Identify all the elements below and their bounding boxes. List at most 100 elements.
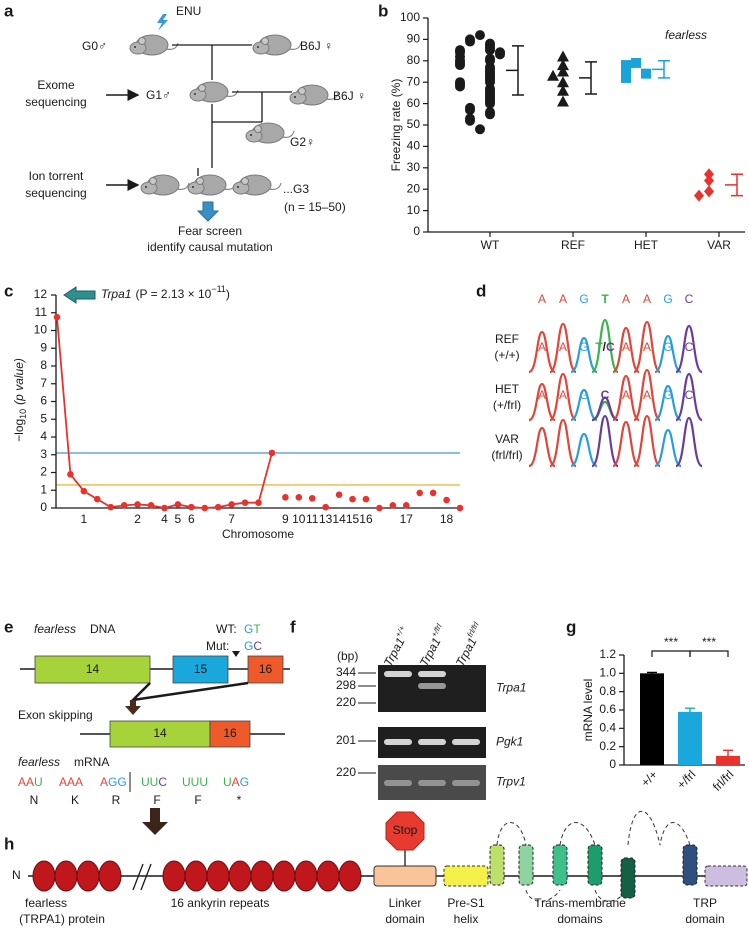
- exon: [209, 720, 251, 748]
- annotation-gene: Trpa1: [101, 287, 131, 301]
- data-point: [282, 494, 289, 501]
- error-bar: [647, 671, 657, 675]
- genotype: +/frl: [430, 622, 444, 638]
- y-axis-title: −log10 (p value): [12, 358, 28, 442]
- dot: [621, 66, 631, 77]
- dot: [475, 30, 485, 41]
- allele-seq: GC: [244, 639, 262, 653]
- y-tick-label: 80: [407, 53, 421, 67]
- lane-header: Trpa1+/+: [379, 624, 413, 669]
- codon: UUU: [182, 775, 208, 789]
- annotation: Trpa1 (P = 2.13 × 10−11): [101, 284, 230, 301]
- base-letter: U: [199, 775, 208, 789]
- base-letter: A: [643, 292, 651, 306]
- dot: [704, 185, 714, 198]
- exon-label: 14: [86, 662, 100, 676]
- base-call: A: [559, 388, 567, 402]
- protein-label: (TRPA1) protein: [19, 912, 105, 926]
- bar: [678, 711, 702, 765]
- data-point: [67, 470, 74, 478]
- y-tick-label: 5: [40, 411, 47, 425]
- y-tick-label: 0: [609, 757, 616, 771]
- trace-peak: [549, 418, 577, 468]
- dot: [465, 36, 475, 47]
- marker-size: 201: [336, 733, 356, 747]
- data-line: [56, 317, 273, 509]
- base-call: A: [643, 292, 651, 306]
- significance-bracket: [651, 650, 691, 657]
- y-tick-label: 1.2: [599, 647, 616, 661]
- gel-band: [418, 671, 446, 677]
- y-title-part: −log: [12, 419, 26, 442]
- dot: [557, 95, 569, 107]
- strain-label: B6J ♀: [300, 39, 333, 53]
- y-tick-label: 9: [40, 340, 47, 354]
- y-tick-label: 0: [40, 500, 47, 514]
- mouse-eye: [294, 96, 296, 98]
- y-tick-label: 4: [40, 429, 47, 443]
- domain-label: 16 ankyrin repeats: [171, 896, 270, 910]
- ankyrin-repeat: [228, 860, 252, 892]
- base-call: A: [622, 340, 630, 354]
- panel-label: g: [566, 617, 576, 636]
- y-tick-label: 12: [34, 287, 48, 301]
- dot: [557, 76, 569, 88]
- base-letter: U: [150, 775, 159, 789]
- y-tick-label: 40: [407, 139, 421, 153]
- data-point: [120, 502, 128, 509]
- trp-domain: [704, 865, 748, 887]
- generation-label: ...G3: [283, 182, 309, 196]
- error-bar: [506, 45, 524, 96]
- base-letter: U: [223, 775, 232, 789]
- terminus-label: N: [12, 868, 21, 882]
- trace-peak: [612, 420, 640, 468]
- data-point: [147, 502, 155, 509]
- ankyrin-repeat: [54, 860, 78, 892]
- row-label: HET: [495, 382, 520, 396]
- data-point: [268, 449, 276, 457]
- x-tick-label: 15: [346, 512, 360, 526]
- stop-label: Stop: [393, 823, 418, 837]
- y-tick-label: 7: [40, 376, 47, 390]
- lane-header: Trpa1+/frl: [415, 622, 450, 669]
- y-tick-label: 10: [34, 323, 48, 337]
- y-tick-label: 0.2: [599, 739, 616, 753]
- dot: [557, 59, 569, 71]
- domain-label: Pre-S1: [447, 896, 485, 910]
- mouse-icon: [140, 174, 190, 196]
- transmembrane-segment: [682, 844, 698, 886]
- base-letter: U: [34, 775, 43, 789]
- mouse-icon: [245, 122, 295, 144]
- base-letter: C: [685, 292, 694, 306]
- marker-size: 298: [336, 678, 356, 692]
- x-axis-title: Chromosome: [222, 527, 294, 541]
- base-letter: A: [232, 775, 240, 789]
- section-title: Exon skipping: [18, 708, 93, 722]
- x-tick-label: 2: [134, 512, 141, 526]
- y-tick-label: 0: [413, 224, 420, 238]
- trace-peak: [548, 322, 578, 374]
- break-mark: [132, 863, 152, 891]
- dot: [465, 105, 475, 116]
- genotype-label: (+/frl): [493, 398, 521, 412]
- mouse-eye: [250, 134, 252, 136]
- codon: AGG: [100, 775, 127, 789]
- data-point: [402, 502, 410, 509]
- base-letter: C: [685, 388, 694, 402]
- gel-band: [418, 739, 446, 745]
- base-letter: G: [663, 388, 672, 402]
- method-label: sequencing: [25, 95, 86, 109]
- ankyrin-repeat: [184, 860, 208, 892]
- y-tick-label: 8: [40, 358, 47, 372]
- dot: [557, 84, 569, 96]
- section-title: fearless: [34, 622, 76, 636]
- y-tick-label: 1: [40, 482, 47, 496]
- panel-label: a: [4, 1, 14, 20]
- trace-peak: [528, 382, 556, 422]
- trace-peak: [590, 414, 620, 468]
- data-point: [107, 503, 115, 511]
- base-call: G: [663, 340, 672, 354]
- x-tick-label: VAR: [707, 238, 731, 252]
- data-point: [456, 504, 464, 512]
- trace-peak: [570, 432, 598, 468]
